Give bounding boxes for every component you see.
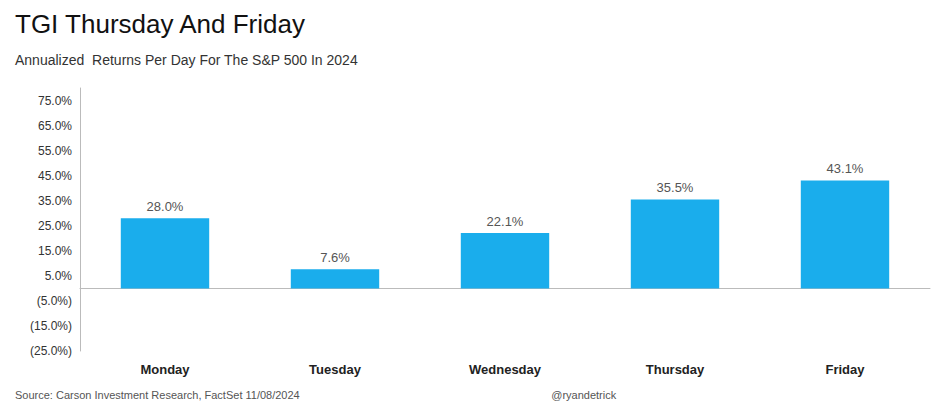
svg-text:Source: Carson Investment Rese: Source: Carson Investment Research, Fact…	[15, 389, 300, 401]
svg-text:TGI Thursday And Friday: TGI Thursday And Friday	[15, 9, 305, 39]
svg-text:Annualized Returns Per Day Fo: Annualized Returns Per Day For The S&P 5…	[15, 52, 358, 68]
svg-text:5.0%: 5.0%	[45, 269, 73, 283]
svg-text:35.5%: 35.5%	[657, 180, 694, 195]
svg-text:(15.0%): (15.0%)	[30, 319, 72, 333]
svg-text:55.0%: 55.0%	[38, 144, 72, 158]
svg-text:Monday: Monday	[140, 362, 190, 377]
svg-text:Tuesday: Tuesday	[309, 362, 362, 377]
svg-text:35.0%: 35.0%	[38, 194, 72, 208]
svg-text:45.0%: 45.0%	[38, 169, 72, 183]
svg-text:75.0%: 75.0%	[38, 94, 72, 108]
svg-text:Friday: Friday	[825, 362, 865, 377]
svg-text:25.0%: 25.0%	[38, 219, 72, 233]
svg-text:@ryandetrick: @ryandetrick	[551, 389, 616, 401]
svg-text:43.1%: 43.1%	[827, 161, 864, 176]
svg-text:22.1%: 22.1%	[487, 214, 524, 229]
svg-text:(5.0%): (5.0%)	[37, 294, 72, 308]
svg-text:Wednesday: Wednesday	[469, 362, 542, 377]
svg-text:28.0%: 28.0%	[147, 199, 184, 214]
svg-text:(25.0%): (25.0%)	[30, 344, 72, 358]
svg-text:Thursday: Thursday	[646, 362, 705, 377]
svg-text:65.0%: 65.0%	[38, 119, 72, 133]
svg-text:15.0%: 15.0%	[38, 244, 72, 258]
svg-text:7.6%: 7.6%	[320, 250, 350, 265]
